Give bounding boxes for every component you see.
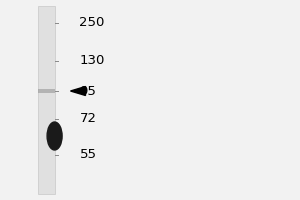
- Polygon shape: [70, 87, 86, 96]
- Ellipse shape: [47, 122, 62, 150]
- Text: 250: 250: [80, 17, 105, 29]
- Text: 95: 95: [80, 85, 96, 98]
- Text: 72: 72: [80, 112, 97, 126]
- Bar: [38, 89, 55, 93]
- Text: 55: 55: [80, 148, 97, 162]
- Text: 130: 130: [80, 54, 105, 68]
- Bar: [38, 6, 55, 194]
